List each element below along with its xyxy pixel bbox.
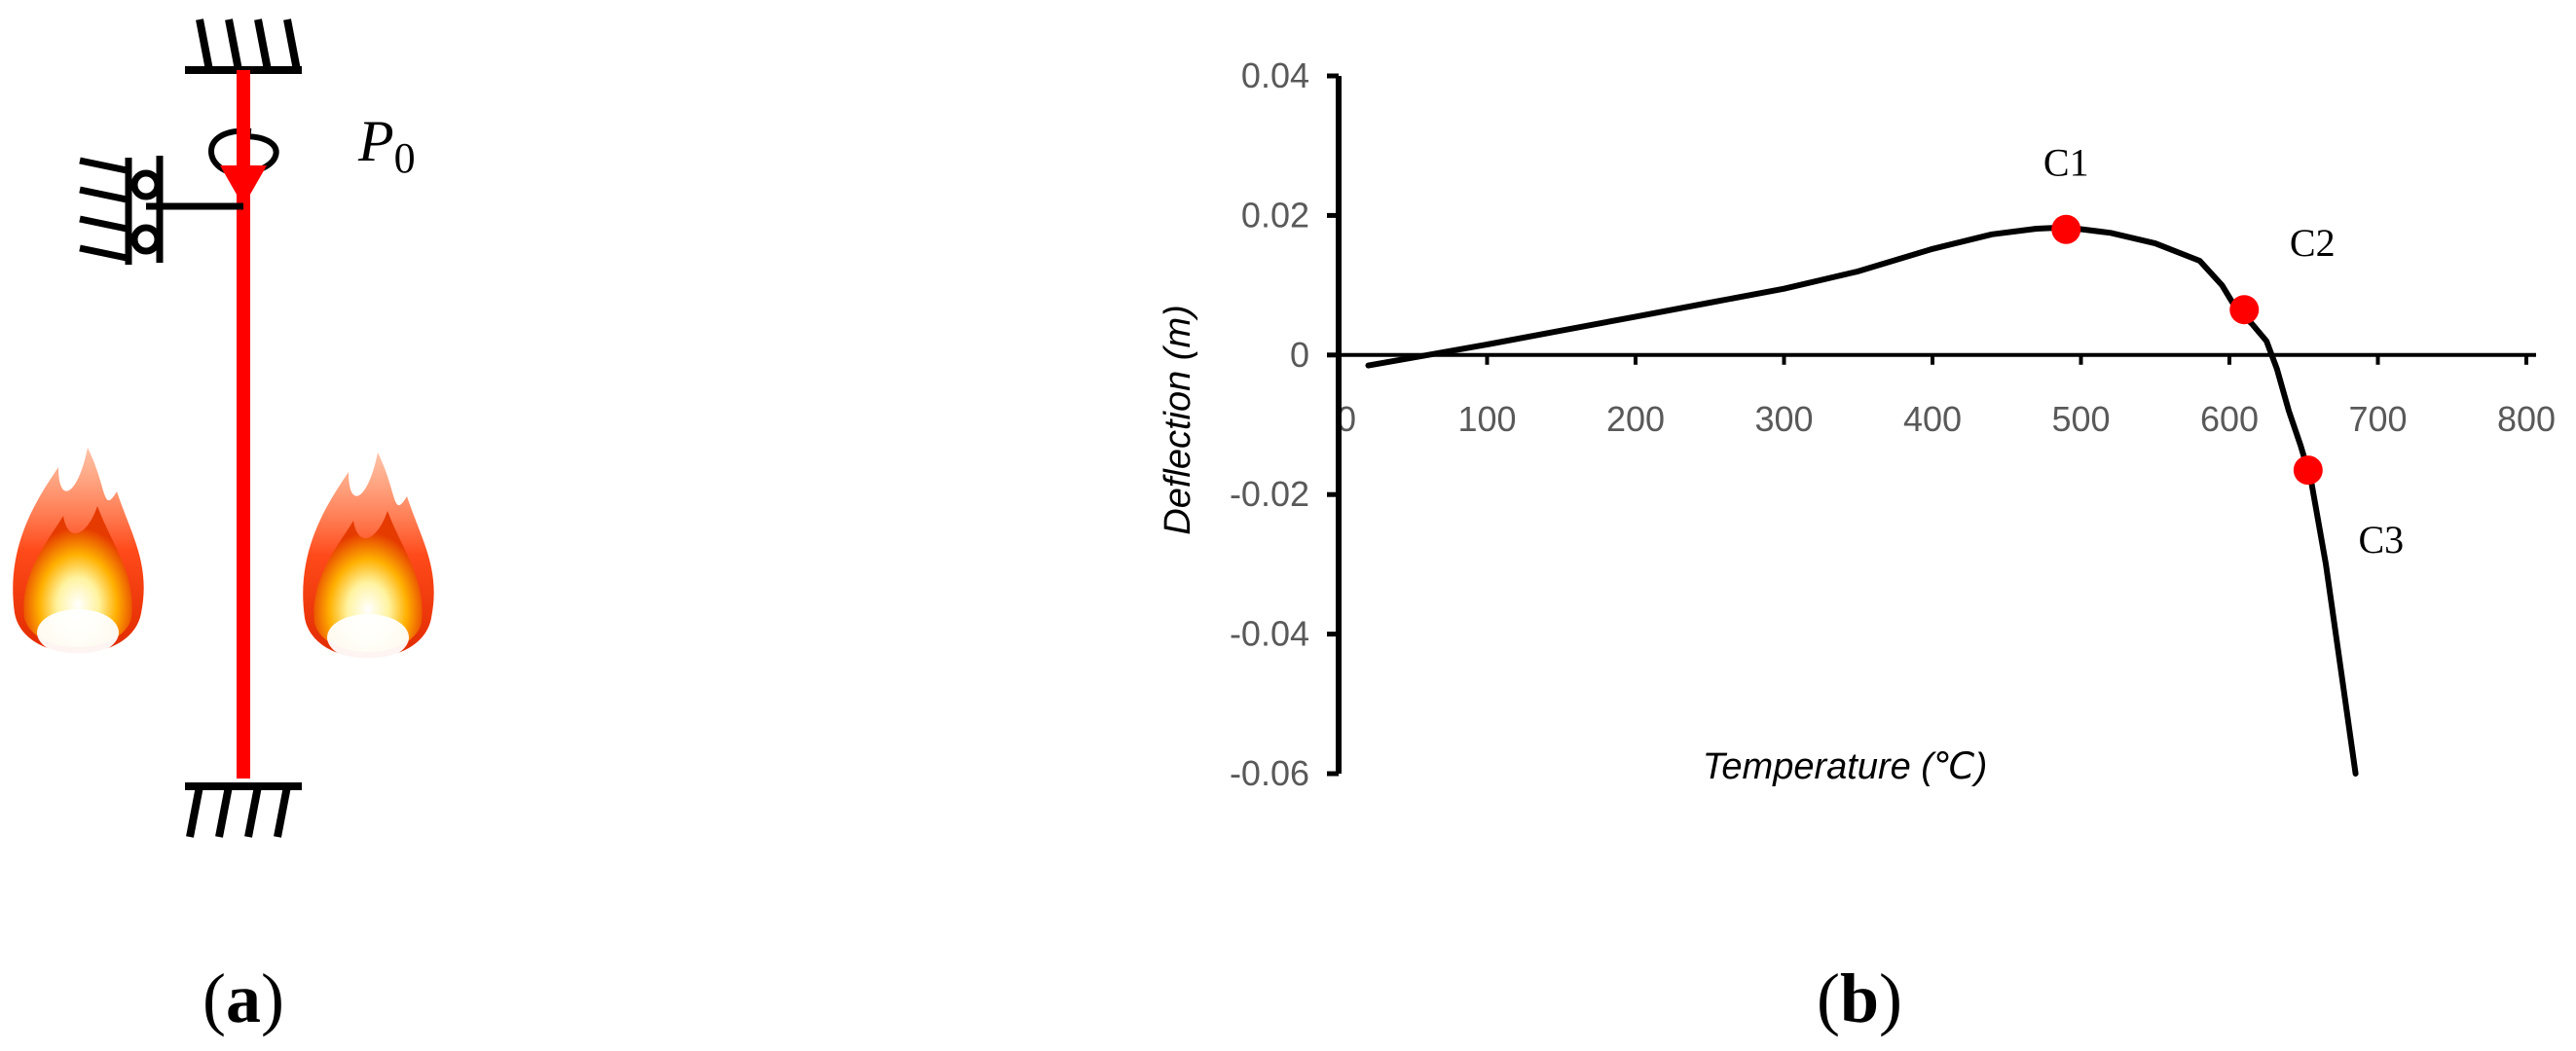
column-diagram: P0 (a) <box>13 18 434 1037</box>
fire-right-icon <box>303 453 434 661</box>
y-tick-label: -0.04 <box>1230 614 1309 654</box>
y-tick-label: 0.04 <box>1241 55 1309 95</box>
lateral-roller-support <box>79 156 243 265</box>
y-axis-ticks: 0.04 0.02 0 -0.02 -0.04 -0.06 <box>1230 55 1339 793</box>
x-tick-label: 200 <box>1606 399 1665 439</box>
x-tick-label: 500 <box>2051 399 2110 439</box>
deflection-curve <box>1365 224 2359 777</box>
y-tick-label: -0.02 <box>1230 474 1309 514</box>
x-axis-title: Temperature (℃) <box>1703 746 1988 787</box>
critical-points: C1 C2 C3 <box>2043 141 2404 562</box>
load-label: P0 <box>357 109 416 182</box>
fire-left-icon <box>13 448 144 656</box>
panel-b-label: (b) <box>1817 960 1902 1037</box>
critical-point-label: C1 <box>2043 141 2089 185</box>
x-tick-label: 400 <box>1903 399 1962 439</box>
critical-point-marker <box>2229 295 2260 325</box>
x-tick-label: 700 <box>2348 399 2407 439</box>
deflection-chart: 0.04 0.02 0 -0.02 -0.04 -0.06 0 100 200 300 400 50… <box>1158 55 2556 1037</box>
x-tick-label: 600 <box>2200 399 2259 439</box>
critical-point-label: C3 <box>2358 518 2404 562</box>
y-tick-label: 0 <box>1290 335 1309 375</box>
y-axis-title: Deflection (m) <box>1158 305 1198 535</box>
top-fixed-support <box>185 18 302 74</box>
critical-point-marker <box>2293 455 2323 486</box>
critical-point-label: C2 <box>2290 221 2336 265</box>
critical-point-marker <box>2051 214 2081 244</box>
load-arrow-icon <box>220 165 267 206</box>
x-tick-label: 800 <box>2497 399 2556 439</box>
x-tick-label: 300 <box>1754 399 1813 439</box>
bottom-fixed-support <box>185 782 302 838</box>
y-tick-label: -0.06 <box>1230 753 1309 793</box>
panel-a-label: (a) <box>202 960 284 1037</box>
x-axis-ticks: 0 100 200 300 400 500 600 700 800 <box>1337 354 2556 439</box>
y-tick-label: 0.02 <box>1241 195 1309 235</box>
x-tick-label: 100 <box>1457 399 1516 439</box>
